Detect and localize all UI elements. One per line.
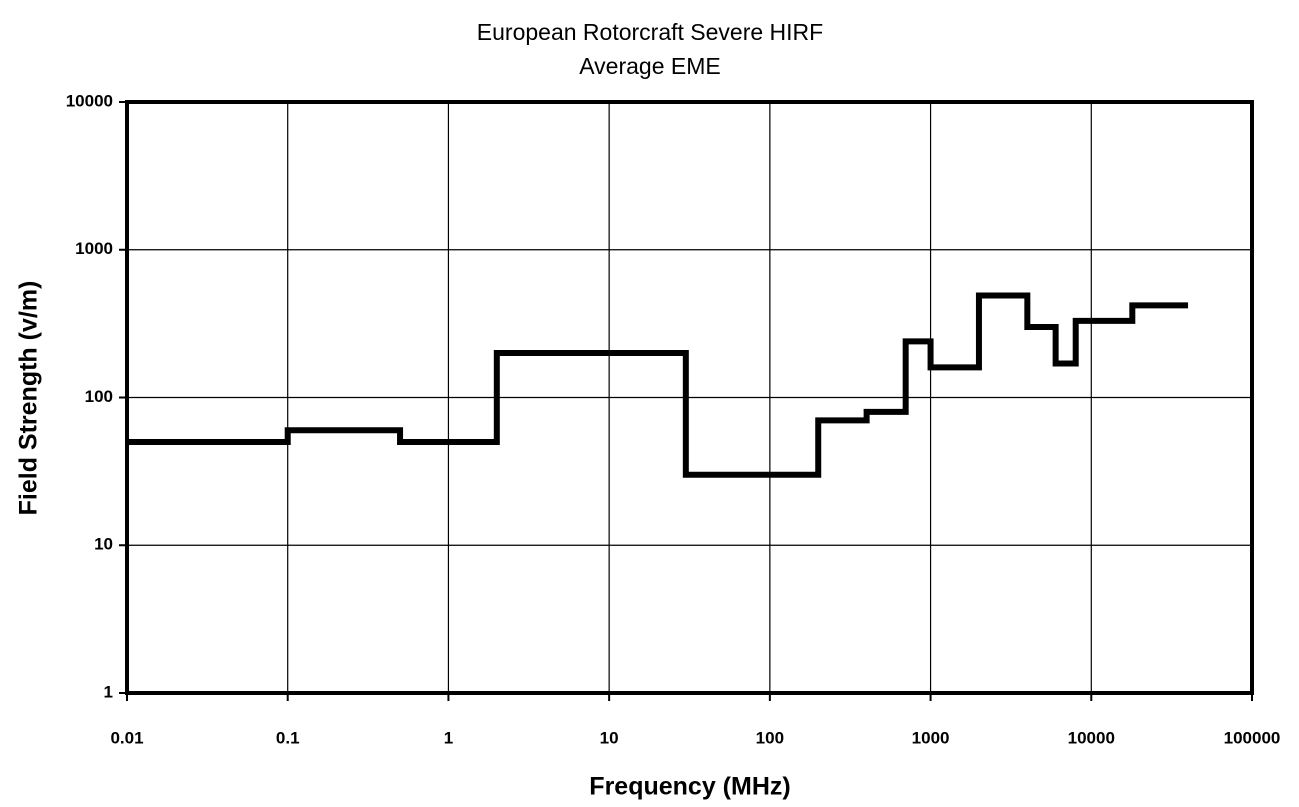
y-axis-label: Field Strength (v/m) [15,281,43,516]
x-tick-label: 10000 [1068,728,1115,747]
x-tick-label: 100000 [1224,728,1281,747]
x-tick-label: 0.1 [276,728,300,747]
y-tick-label: 1 [104,682,113,701]
y-tick-label: 10 [94,535,113,554]
x-tick-label: 10 [600,728,619,747]
x-tick-label: 100 [756,728,784,747]
chart-subtitle: Average EME [579,53,720,79]
data-line [127,292,1189,478]
chart-title: European Rotorcraft Severe HIRF [477,19,823,45]
plot-frame [125,100,1254,695]
x-tick-label: 1000 [912,728,950,747]
y-tick-label: 100 [85,387,113,406]
x-tick-label: 0.01 [110,728,143,747]
x-axis-label: Frequency (MHz) [589,773,790,801]
x-tick-label: 1 [444,728,453,747]
y-tick-label: 1000 [75,239,113,258]
y-tick-label: 10000 [66,91,113,110]
